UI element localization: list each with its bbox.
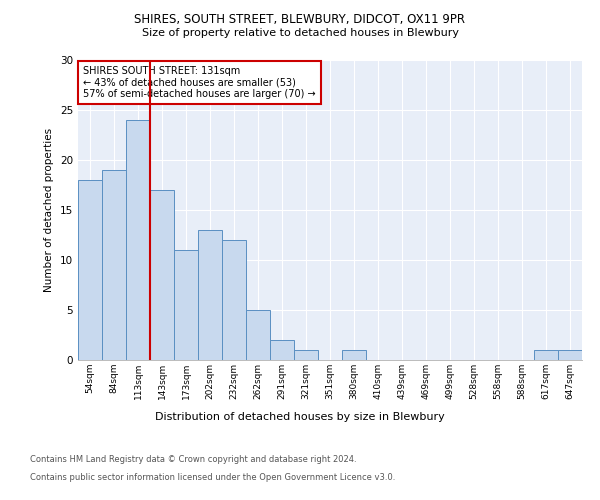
Bar (534, 350, 558, 360)
Bar (150, 190, 174, 360)
Bar (294, 350, 318, 360)
Y-axis label: Number of detached properties: Number of detached properties (44, 128, 55, 292)
Text: SHIRES SOUTH STREET: 131sqm
← 43% of detached houses are smaller (53)
57% of sem: SHIRES SOUTH STREET: 131sqm ← 43% of det… (83, 66, 316, 99)
Text: SHIRES, SOUTH STREET, BLEWBURY, DIDCOT, OX11 9PR: SHIRES, SOUTH STREET, BLEWBURY, DIDCOT, … (134, 12, 466, 26)
Text: Contains HM Land Registry data © Crown copyright and database right 2024.: Contains HM Land Registry data © Crown c… (30, 455, 356, 464)
Text: Size of property relative to detached houses in Blewbury: Size of property relative to detached ho… (142, 28, 458, 38)
Bar (126, 120, 150, 360)
Bar (198, 230, 222, 360)
Bar (246, 310, 270, 360)
Bar (558, 350, 582, 360)
Bar (174, 250, 198, 360)
Bar (222, 240, 246, 360)
Text: Contains public sector information licensed under the Open Government Licence v3: Contains public sector information licen… (30, 472, 395, 482)
Bar (342, 350, 366, 360)
Bar (270, 340, 294, 360)
Bar (102, 170, 126, 360)
Text: Distribution of detached houses by size in Blewbury: Distribution of detached houses by size … (155, 412, 445, 422)
Bar (78, 180, 102, 360)
